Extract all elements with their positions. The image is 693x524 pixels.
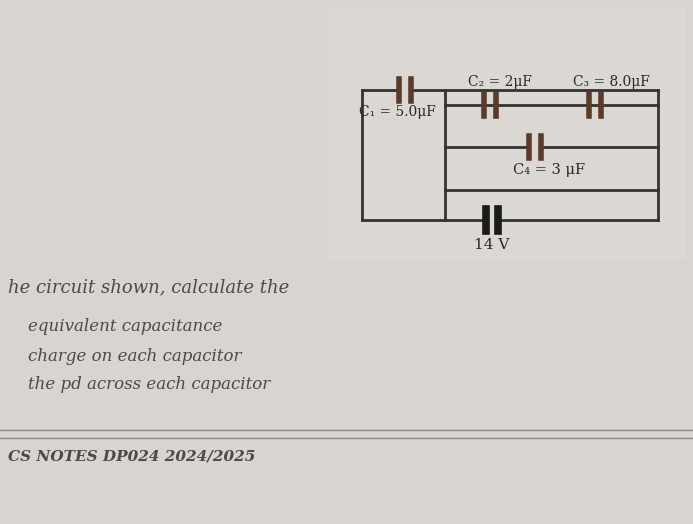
Text: CS NOTES DP024 2024/2025: CS NOTES DP024 2024/2025: [8, 450, 256, 464]
Text: C₁ = 5.0μF: C₁ = 5.0μF: [359, 105, 436, 119]
Text: equivalent capacitance: equivalent capacitance: [28, 318, 222, 335]
Text: 14 V: 14 V: [474, 238, 509, 252]
Text: he circuit shown, calculate the: he circuit shown, calculate the: [8, 278, 289, 296]
Text: C₃ = 8.0μF: C₃ = 8.0μF: [573, 75, 650, 89]
Text: C₂ = 2μF: C₂ = 2μF: [468, 75, 532, 89]
Text: charge on each capacitor: charge on each capacitor: [28, 348, 241, 365]
Text: C₄ = 3 μF: C₄ = 3 μF: [513, 163, 585, 177]
Text: the pd across each capacitor: the pd across each capacitor: [28, 376, 270, 393]
Bar: [328, 8, 686, 260]
